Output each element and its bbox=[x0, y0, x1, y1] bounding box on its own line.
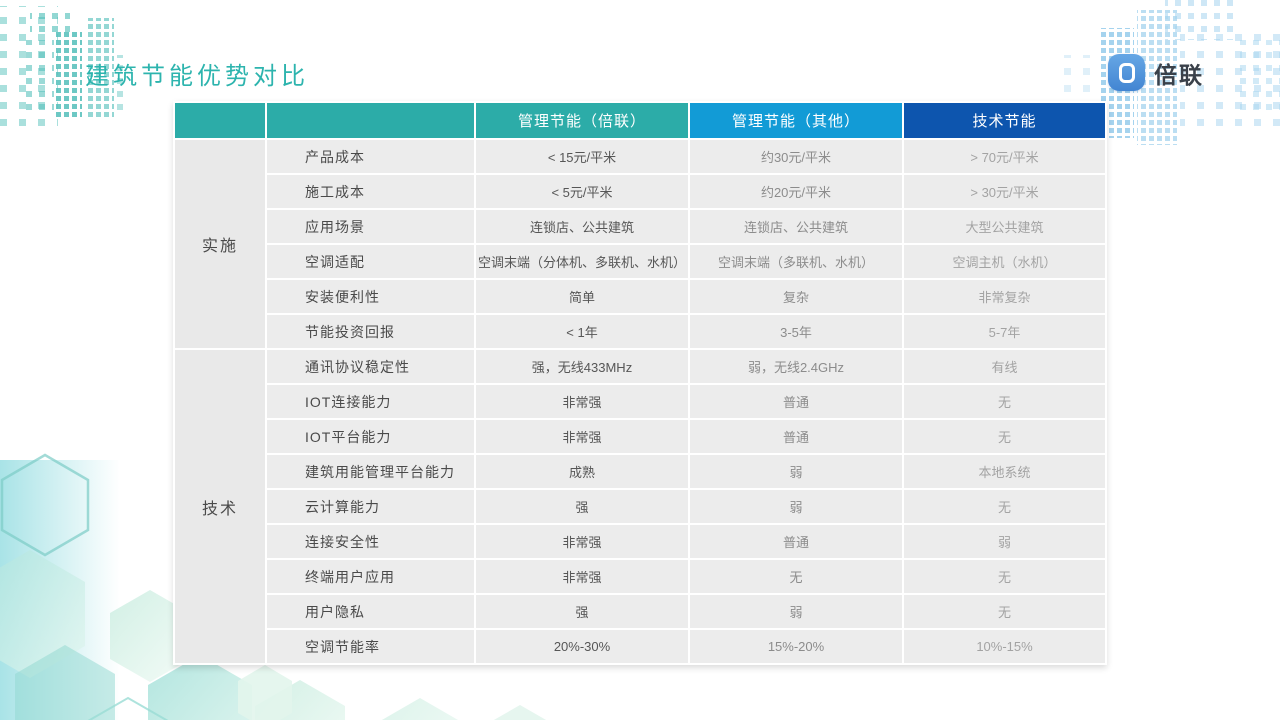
table-row: 终端用户应用 非常强无无 bbox=[175, 560, 1105, 593]
cell-beilian: 非常强 bbox=[476, 385, 688, 418]
logo-inner-frame-icon bbox=[1118, 62, 1135, 83]
cell-others: 约20元/平米 bbox=[690, 175, 902, 208]
row-label: 建筑用能管理平台能力 bbox=[267, 455, 474, 488]
row-label: 节能投资回报 bbox=[267, 315, 474, 348]
cell-beilian: 强 bbox=[476, 490, 688, 523]
cell-others: 连锁店、公共建筑 bbox=[690, 210, 902, 243]
table-row: 建筑用能管理平台能力 成熟弱本地系统 bbox=[175, 455, 1105, 488]
table-row: 技术 通讯协议稳定性 强，无线433MHz 弱，无线2.4GHz 有线 bbox=[175, 350, 1105, 663]
group-cell: 技术 bbox=[175, 350, 265, 663]
header-cell-technical: 技术节能 bbox=[904, 103, 1105, 138]
cell-technical: 无 bbox=[904, 490, 1105, 523]
row-label: 空调节能率 bbox=[267, 630, 474, 663]
cell-technical: 空调主机（水机） bbox=[904, 245, 1105, 278]
cell-beilian: 20%-30% bbox=[476, 630, 688, 663]
row-label: 用户隐私 bbox=[267, 595, 474, 628]
row-label: 安装便利性 bbox=[267, 280, 474, 313]
row-label: 应用场景 bbox=[267, 210, 474, 243]
header-cell-metric-spacer bbox=[267, 103, 474, 138]
row-label: 连接安全性 bbox=[267, 525, 474, 558]
brand-logo-text: 倍联 bbox=[1154, 61, 1204, 88]
cell-beilian: 非常强 bbox=[476, 560, 688, 593]
table-row: 空调节能率 20%-30% 15%-20% 10%-15% bbox=[175, 630, 1105, 663]
brand-logo: 倍联 bbox=[1108, 54, 1204, 91]
table-row: 用户隐私强弱无 bbox=[175, 595, 1105, 628]
cell-beilian: 非常强 bbox=[476, 525, 688, 558]
cell-others: 弱 bbox=[690, 490, 902, 523]
cell-technical: 无 bbox=[904, 385, 1105, 418]
cell-others: 约30元/平米 bbox=[690, 140, 902, 173]
header-cell-beilian: 管理节能（倍联） bbox=[476, 103, 688, 138]
cell-others: 空调末端（多联机、水机） bbox=[690, 245, 902, 278]
cell-others: 普通 bbox=[690, 420, 902, 453]
row-label: 通讯协议稳定性 bbox=[267, 350, 474, 383]
table-row: IOT连接能力 非常强 普通无 bbox=[175, 385, 1105, 418]
cell-beilian: < 5元/平米 bbox=[476, 175, 688, 208]
cell-others: 普通 bbox=[690, 525, 902, 558]
cell-beilian: 强，无线433MHz bbox=[476, 350, 688, 383]
cell-others: 弱 bbox=[690, 455, 902, 488]
cell-technical: 10%-15% bbox=[904, 630, 1105, 663]
cell-others: 3-5年 bbox=[690, 315, 902, 348]
table-row: 云计算能力强弱无 bbox=[175, 490, 1105, 523]
cell-technical: 大型公共建筑 bbox=[904, 210, 1105, 243]
table-row: 实施 产品成本 < 15元/平米 约30元/平米 > 70元/平米 bbox=[175, 140, 1105, 348]
cell-technical: 无 bbox=[904, 595, 1105, 628]
row-label: 云计算能力 bbox=[267, 490, 474, 523]
cell-technical: 非常复杂 bbox=[904, 280, 1105, 313]
cell-technical: 无 bbox=[904, 560, 1105, 593]
row-label: IOT连接能力 bbox=[267, 385, 474, 418]
cell-beilian: 非常强 bbox=[476, 420, 688, 453]
cell-beilian: 成熟 bbox=[476, 455, 688, 488]
beilian-logo-icon bbox=[1108, 54, 1145, 91]
cell-beilian: 连锁店、公共建筑 bbox=[476, 210, 688, 243]
cell-others: 普通 bbox=[690, 385, 902, 418]
row-label: 产品成本 bbox=[267, 140, 474, 173]
cell-beilian: 简单 bbox=[476, 280, 688, 313]
comparison-table: 管理节能（倍联） 管理节能（其他） 技术节能 实施 产品成本 < 15元/平米 约30… bbox=[173, 101, 1107, 665]
table-row: IOT平台能力 非常强 普通无 bbox=[175, 420, 1105, 453]
row-label: 施工成本 bbox=[267, 175, 474, 208]
row-label: 空调适配 bbox=[267, 245, 474, 278]
header-cell-others: 管理节能（其他） bbox=[690, 103, 902, 138]
cell-others: 15%-20% bbox=[690, 630, 902, 663]
cell-technical: 无 bbox=[904, 420, 1105, 453]
table-row: 安装便利性 简单 复杂 非常复杂 bbox=[175, 280, 1105, 313]
cell-technical: 有线 bbox=[904, 350, 1105, 383]
cell-beilian: 空调末端（分体机、多联机、水机） bbox=[476, 245, 688, 278]
group-cell: 实施 bbox=[175, 140, 265, 348]
cell-beilian: < 15元/平米 bbox=[476, 140, 688, 173]
cell-others: 弱 bbox=[690, 595, 902, 628]
page-title: 建筑节能优势对比 bbox=[85, 63, 309, 90]
cell-beilian: 强 bbox=[476, 595, 688, 628]
cell-technical: 本地系统 bbox=[904, 455, 1105, 488]
cell-others: 复杂 bbox=[690, 280, 902, 313]
table-row: 空调适配 空调末端（分体机、多联机、水机） 空调末端（多联机、水机） 空调主机（水机） bbox=[175, 245, 1105, 278]
cell-technical: 弱 bbox=[904, 525, 1105, 558]
row-label: IOT平台能力 bbox=[267, 420, 474, 453]
table-row: 节能投资回报 < 1年 3-5年 5-7年 bbox=[175, 315, 1105, 348]
table-row: 施工成本 < 5元/平米 约20元/平米 > 30元/平米 bbox=[175, 175, 1105, 208]
row-label: 终端用户应用 bbox=[267, 560, 474, 593]
cell-others: 弱，无线2.4GHz bbox=[690, 350, 902, 383]
table-header-row: 管理节能（倍联） 管理节能（其他） 技术节能 bbox=[175, 103, 1105, 138]
header-cell-group-spacer bbox=[175, 103, 265, 138]
table-row: 应用场景 连锁店、公共建筑 连锁店、公共建筑 大型公共建筑 bbox=[175, 210, 1105, 243]
cell-technical: 5-7年 bbox=[904, 315, 1105, 348]
cell-technical: > 70元/平米 bbox=[904, 140, 1105, 173]
table-row: 连接安全性 非常强 普通弱 bbox=[175, 525, 1105, 558]
cell-beilian: < 1年 bbox=[476, 315, 688, 348]
cell-others: 无 bbox=[690, 560, 902, 593]
cell-technical: > 30元/平米 bbox=[904, 175, 1105, 208]
